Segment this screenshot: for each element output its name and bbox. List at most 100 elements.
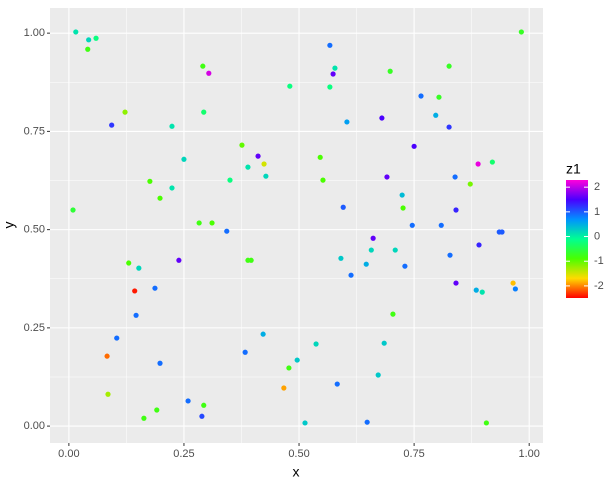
colorbar-tick-label: -2	[594, 280, 604, 292]
point	[370, 235, 376, 241]
point	[344, 119, 350, 125]
x-tick-label: 0.25	[173, 448, 194, 460]
point	[263, 173, 269, 179]
point	[248, 257, 254, 263]
point	[390, 311, 396, 317]
point	[287, 83, 293, 89]
point	[136, 265, 142, 271]
point	[479, 289, 485, 295]
point	[224, 228, 230, 234]
point	[239, 142, 245, 148]
point	[332, 65, 338, 71]
point	[70, 207, 76, 213]
point	[446, 124, 452, 130]
colorbar-title: z1	[566, 161, 581, 177]
point	[294, 357, 300, 363]
point	[381, 340, 387, 346]
point	[157, 360, 163, 366]
point	[518, 29, 524, 35]
point	[320, 177, 326, 183]
point	[411, 143, 417, 149]
point	[400, 205, 406, 211]
point	[446, 63, 452, 69]
y-tick-label: 0.50	[24, 224, 45, 236]
point	[152, 285, 158, 291]
point	[512, 286, 518, 292]
point	[185, 398, 191, 404]
point	[196, 220, 202, 226]
point	[453, 280, 459, 286]
y-tick-label: 0.00	[24, 420, 45, 432]
point	[199, 413, 205, 419]
point	[340, 204, 346, 210]
point	[73, 29, 79, 35]
point	[260, 331, 266, 337]
point	[114, 335, 120, 341]
point	[209, 220, 215, 226]
x-axis-title: x	[293, 464, 300, 480]
point	[433, 112, 439, 118]
point	[201, 109, 207, 115]
point	[476, 242, 482, 248]
point	[261, 161, 267, 167]
point	[245, 164, 251, 170]
colorbar	[566, 180, 588, 298]
colorbar-tick-label: 2	[594, 181, 600, 193]
point	[302, 420, 308, 426]
point	[105, 391, 111, 397]
point	[452, 174, 458, 180]
point	[200, 63, 206, 69]
point	[330, 71, 336, 77]
point	[104, 353, 110, 359]
point	[447, 252, 453, 258]
point	[227, 177, 233, 183]
point	[141, 415, 147, 421]
point	[338, 255, 344, 261]
point	[109, 122, 115, 128]
point	[363, 261, 369, 267]
point	[392, 247, 398, 253]
x-tick-label: 0.00	[58, 448, 79, 460]
point	[286, 365, 292, 371]
point	[86, 37, 92, 43]
colorbar-tick-label: 0	[594, 230, 600, 242]
point	[510, 280, 516, 286]
point	[402, 263, 408, 269]
point	[133, 312, 139, 318]
point	[327, 42, 333, 48]
point	[242, 349, 248, 355]
y-tick-label: 0.25	[24, 322, 45, 334]
point	[409, 222, 415, 228]
point	[438, 222, 444, 228]
point	[93, 35, 99, 41]
point	[181, 156, 187, 162]
point	[169, 185, 175, 191]
point	[489, 159, 495, 165]
point	[384, 174, 390, 180]
point	[334, 381, 340, 387]
point	[327, 84, 333, 90]
x-tick-label: 0.75	[403, 448, 424, 460]
point	[317, 154, 323, 160]
colorbar-tick-label: -1	[594, 255, 604, 267]
point	[499, 229, 505, 235]
point	[255, 153, 261, 159]
y-tick-label: 0.75	[24, 125, 45, 137]
point	[154, 407, 160, 413]
point	[475, 161, 481, 167]
point	[176, 257, 182, 263]
point	[467, 181, 473, 187]
point	[122, 109, 128, 115]
point	[126, 260, 132, 266]
point	[364, 419, 370, 425]
y-tick-label: 1.00	[24, 27, 45, 39]
point	[85, 46, 91, 52]
point	[147, 178, 153, 184]
x-tick-label: 0.50	[288, 448, 309, 460]
point	[418, 93, 424, 99]
point	[281, 385, 287, 391]
point	[483, 420, 489, 426]
point	[473, 287, 479, 293]
point	[157, 195, 163, 201]
point	[453, 207, 459, 213]
